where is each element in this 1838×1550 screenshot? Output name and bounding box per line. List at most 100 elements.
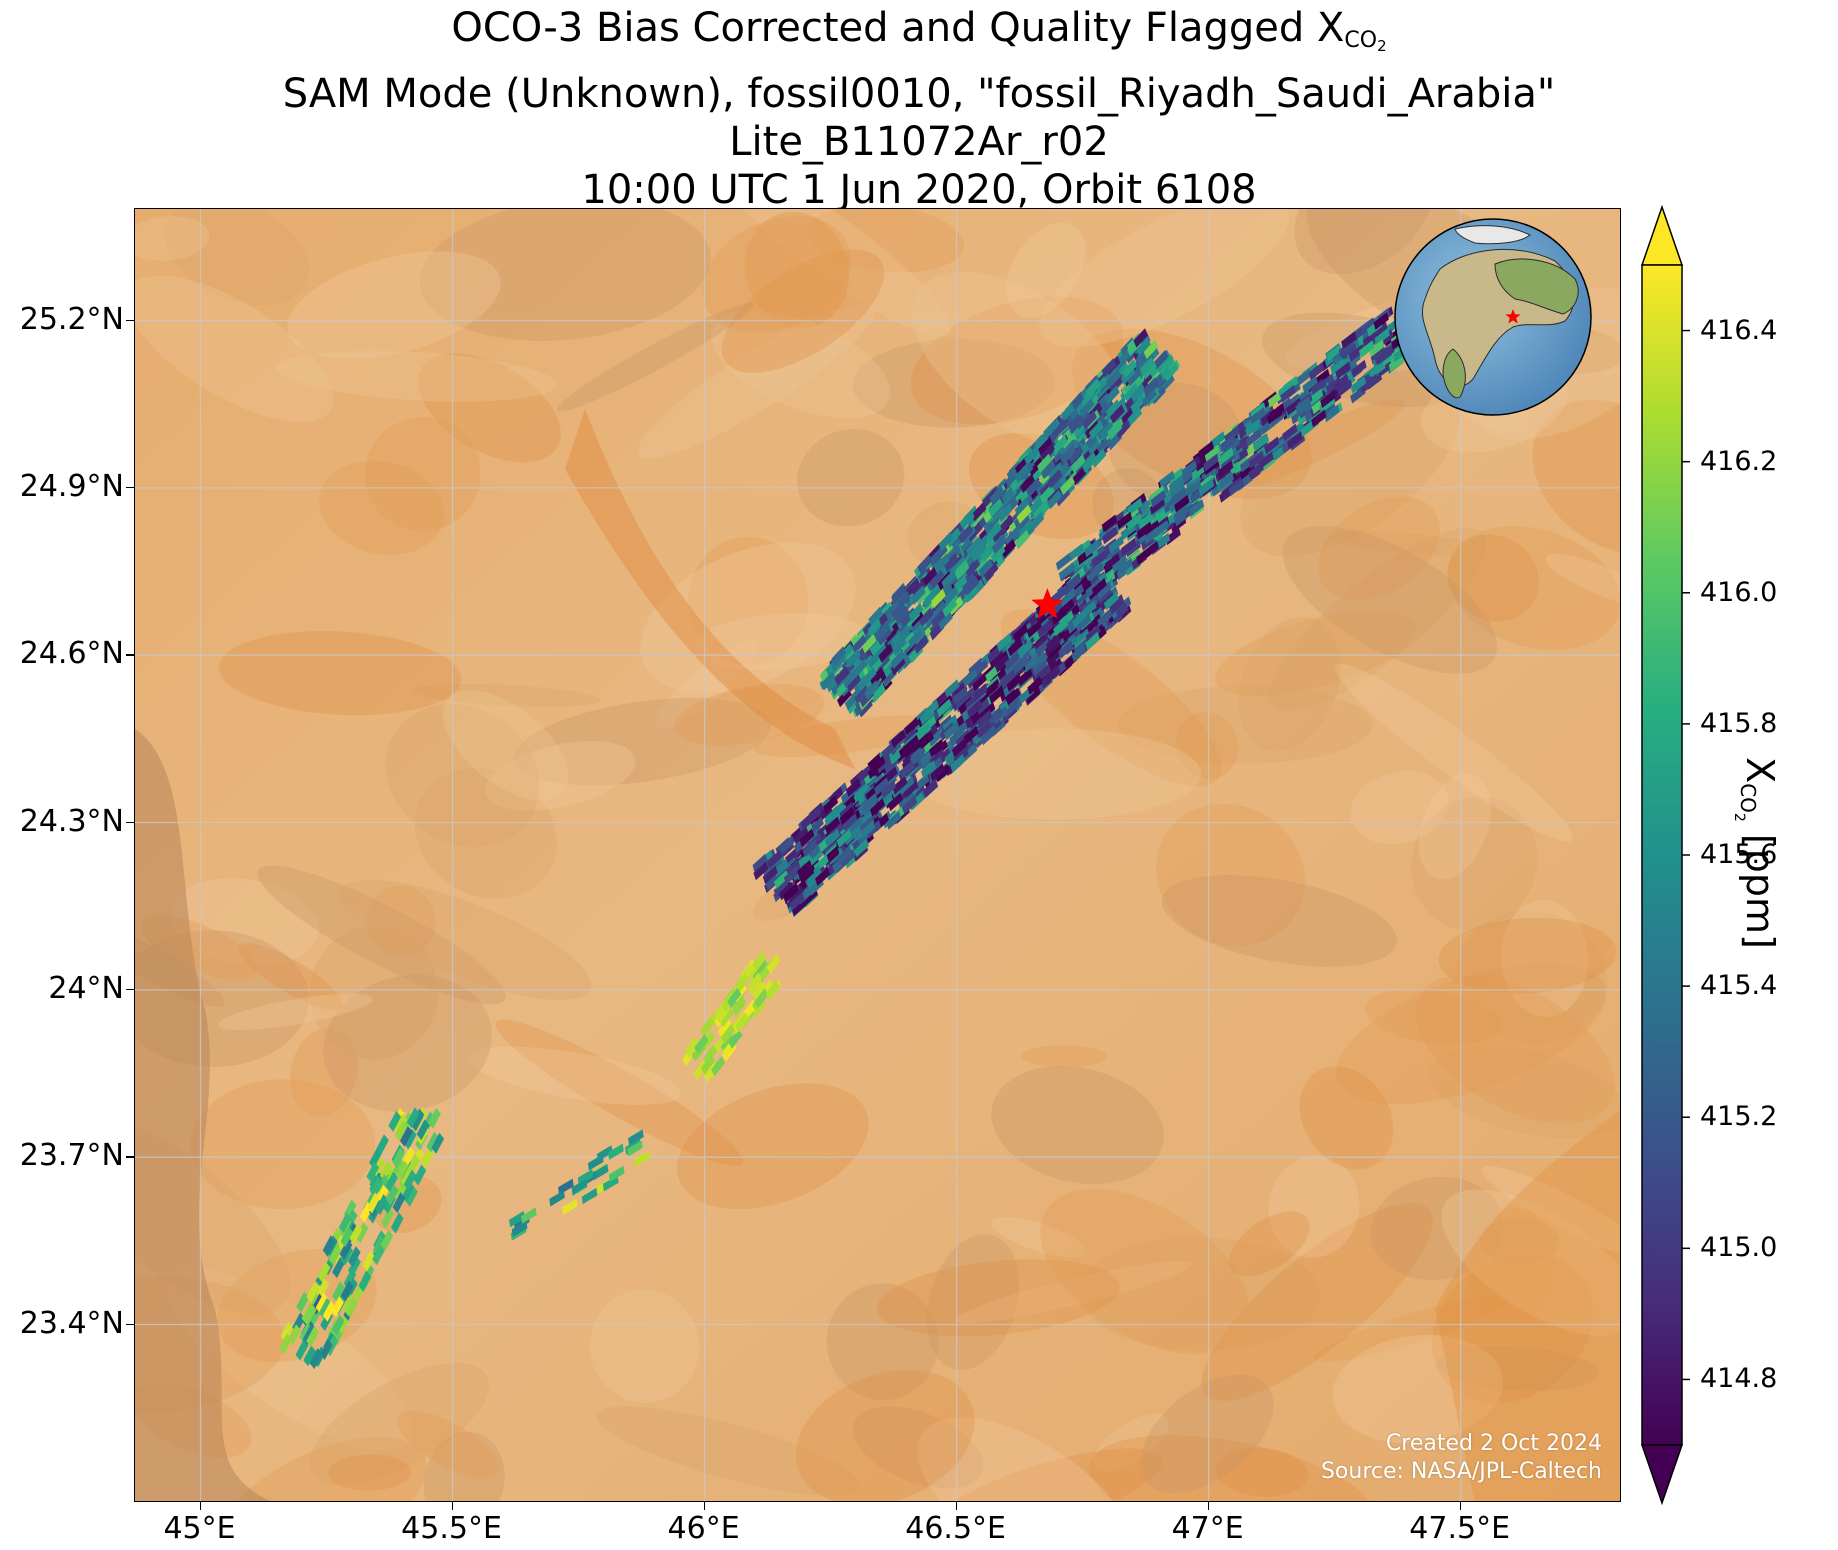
- sounding-cell: [1076, 613, 1092, 632]
- sounding-cell: [1059, 598, 1075, 618]
- sounding-cell: [1154, 532, 1171, 551]
- undefined: [1156, 803, 1306, 947]
- target-star-marker: [1031, 588, 1064, 619]
- sounding-cell: [1046, 633, 1062, 652]
- undefined: [852, 1406, 984, 1489]
- x-tick-mark: [1207, 1502, 1210, 1510]
- sounding-cell: [892, 636, 907, 656]
- sounding-cell: [846, 648, 861, 669]
- sounding-cell: [1014, 463, 1030, 484]
- x-tick-mark: [451, 1502, 454, 1510]
- sounding-cell: [898, 792, 914, 811]
- sounding-cell: [752, 997, 767, 1019]
- sounding-cell: [1018, 518, 1034, 539]
- undefined: [1040, 1189, 1250, 1355]
- y-tick-mark: [126, 654, 134, 656]
- sounding-cell: [1188, 499, 1205, 517]
- sounding-cell: [1024, 653, 1040, 672]
- undefined: [1432, 1252, 1594, 1404]
- sounding-cell: [1348, 344, 1365, 362]
- sounding-cell: [1048, 462, 1063, 482]
- undefined: [385, 703, 540, 848]
- map-panel[interactable]: Created 2 Oct 2024 Source: NASA/JPL-Calt…: [134, 208, 1621, 1502]
- sounding-cell: [728, 1028, 743, 1049]
- undefined: [702, 216, 852, 333]
- sounding-cell: [1370, 360, 1386, 379]
- sounding-cell: [802, 838, 818, 858]
- undefined: [287, 251, 501, 360]
- colorbar-tick-label: 415.0: [1700, 1232, 1778, 1264]
- title-line-1: OCO-3 Bias Corrected and Quality Flagged…: [451, 5, 1387, 55]
- sounding-cell: [403, 1128, 417, 1150]
- sounding-cell: [1295, 396, 1311, 414]
- sounding-cell: [1047, 469, 1063, 489]
- sounding-cell: [1027, 676, 1043, 695]
- y-tick-mark: [126, 988, 134, 991]
- undefined: [1415, 974, 1615, 1124]
- sounding-cell: [1224, 461, 1240, 480]
- sounding-cell: [403, 1169, 417, 1191]
- undefined: [1456, 911, 1607, 1043]
- undefined: [1447, 526, 1620, 651]
- sounding-cell: [1136, 337, 1151, 357]
- sounding-cell: [571, 1178, 588, 1196]
- sounding-cell: [1163, 362, 1179, 382]
- sounding-cell: [914, 773, 930, 792]
- sounding-cell: [943, 552, 959, 572]
- undefined: [991, 1216, 1086, 1258]
- sounding-cell: [385, 1184, 399, 1206]
- sounding-cell: [303, 1345, 316, 1367]
- sounding-cell: [783, 866, 799, 885]
- sounding-cell: [315, 1292, 329, 1314]
- undefined: [1447, 534, 1539, 622]
- sounding-cell: [1104, 553, 1121, 571]
- sounding-cell: [847, 816, 863, 835]
- sounding-cell: [990, 544, 1006, 564]
- sounding-cell: [1037, 435, 1053, 456]
- sounding-cell: [1173, 504, 1189, 523]
- sounding-cell: [1109, 596, 1125, 615]
- sounding-cell: [989, 685, 1005, 704]
- sounding-cell: [1040, 442, 1055, 462]
- sounding-cell: [891, 601, 906, 621]
- undefined: [1176, 711, 1239, 779]
- sounding-cell: [558, 1178, 574, 1195]
- sounding-cell: [1061, 444, 1076, 465]
- sounding-cell: [376, 1134, 389, 1156]
- undefined: [1438, 917, 1617, 994]
- sounding-cell: [1012, 623, 1028, 643]
- undefined: [1545, 553, 1620, 607]
- sounding-cell: [596, 1145, 613, 1162]
- sounding-cell: [911, 577, 926, 597]
- undefined: [319, 460, 445, 555]
- sounding-cell: [1033, 659, 1049, 679]
- sounding-cell: [1209, 431, 1226, 449]
- sounding-cell: [962, 743, 978, 762]
- sounding-cell: [934, 553, 950, 573]
- sounding-cell: [316, 1278, 330, 1300]
- undefined: [1215, 610, 1416, 696]
- sounding-cell: [1037, 619, 1053, 638]
- sounding-cell: [839, 806, 855, 826]
- sounding-cell: [1358, 340, 1375, 359]
- sounding-cell: [1218, 447, 1234, 466]
- sounding-cell: [842, 668, 858, 689]
- sounding-cell: [1308, 362, 1325, 381]
- sounding-cell: [991, 523, 1007, 543]
- basemap-desert: [135, 209, 1620, 1501]
- sounding-cell: [890, 655, 906, 676]
- terrain-dunes: [565, 409, 855, 769]
- sounding-cell: [929, 738, 945, 758]
- sounding-cell: [602, 1175, 619, 1192]
- sounding-cell: [1126, 366, 1142, 387]
- sounding-cell: [929, 763, 945, 782]
- sounding-cell: [1070, 454, 1086, 474]
- sounding-cell: [1001, 538, 1016, 559]
- undefined: [1089, 1435, 1377, 1501]
- sounding-cell: [1362, 330, 1379, 348]
- undefined: [637, 303, 875, 459]
- undefined: [1336, 962, 1607, 1105]
- sounding-cell: [752, 853, 768, 873]
- sounding-cell: [1122, 359, 1137, 379]
- sounding-cell: [908, 602, 924, 623]
